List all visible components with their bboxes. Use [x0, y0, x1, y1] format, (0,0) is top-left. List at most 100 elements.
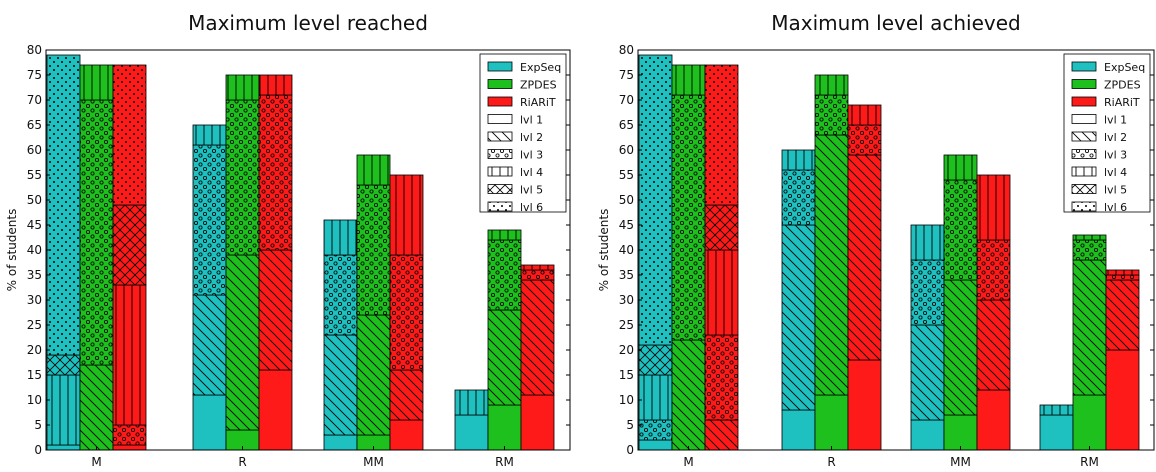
x-tick-label: R — [827, 455, 835, 468]
bar-segment-hatch — [782, 150, 815, 170]
y-tick-label: 55 — [27, 168, 42, 182]
bar-segment — [1105, 349, 1140, 451]
y-tick-label: 10 — [27, 393, 42, 407]
legend-swatch-hatch — [488, 132, 512, 141]
bar-segment-hatch — [357, 315, 390, 435]
bar-segment-hatch — [815, 95, 848, 135]
bar-segment-hatch — [324, 335, 357, 435]
legend-label: lvl 6 — [520, 201, 543, 214]
y-tick-label: 5 — [34, 418, 42, 432]
bar-segment — [638, 439, 673, 451]
bar-segment-hatch — [113, 425, 146, 445]
bar-segment-hatch — [672, 95, 705, 340]
bar-segment — [781, 409, 816, 451]
bar-segment-hatch — [488, 310, 521, 405]
bar-segment-hatch — [977, 300, 1010, 390]
legend-swatch-hatch — [1072, 184, 1096, 194]
bar-segment — [487, 404, 522, 451]
bar-segment-hatch — [390, 370, 423, 420]
legend-label: lvl 1 — [520, 114, 543, 127]
bar-segment-hatch — [80, 100, 113, 365]
bar-segment-hatch — [815, 135, 848, 395]
y-tick-label: 30 — [27, 293, 42, 307]
y-tick-label: 65 — [619, 118, 634, 132]
bar-segment — [814, 394, 849, 451]
legend-swatch-hatch — [488, 184, 512, 194]
bar-segment-hatch — [488, 230, 521, 240]
bar-segment-hatch — [521, 265, 554, 270]
bar-segment — [976, 389, 1011, 451]
y-tick-label: 0 — [626, 443, 634, 457]
y-tick-label: 35 — [27, 268, 42, 282]
chart-panel-2: Maximum level achieved % of students M R MM R… — [597, 11, 1155, 469]
chart-title: Maximum level reached — [188, 11, 428, 35]
y-tick-label: 40 — [619, 243, 634, 257]
bar-segment-hatch — [390, 255, 423, 370]
bar-segment-hatch — [357, 155, 390, 185]
y-tick-label: 20 — [27, 343, 42, 357]
bar-segment-hatch — [521, 280, 554, 395]
legend-swatch — [1071, 114, 1097, 124]
legend-swatch — [487, 96, 513, 107]
bar-segment-hatch — [259, 75, 292, 95]
y-tick-label: 70 — [27, 93, 42, 107]
chart-title: Maximum level achieved — [771, 11, 1020, 35]
x-tick-label: RM — [495, 455, 514, 468]
bar-segment-hatch — [911, 325, 944, 420]
x-tick-label: MM — [363, 455, 384, 468]
bar-segment-hatch — [848, 125, 881, 155]
bar-segment — [46, 444, 81, 451]
bar-segment — [112, 444, 147, 451]
y-tick-label: 70 — [619, 93, 634, 107]
y-tick-label: 60 — [619, 143, 634, 157]
bar-segment-hatch — [1106, 270, 1139, 275]
bar-segment-hatch — [705, 205, 738, 250]
x-tick-label: R — [238, 455, 246, 468]
bar-segment-hatch — [259, 95, 292, 250]
bar-segment-hatch — [815, 75, 848, 95]
bar-segment-hatch — [357, 185, 390, 315]
legend-label: lvl 5 — [520, 184, 543, 197]
bar-segment-hatch — [639, 375, 672, 420]
y-tick-label: 5 — [626, 418, 634, 432]
legend-swatch — [1071, 61, 1097, 72]
legend-label: ExpSeq — [1104, 61, 1145, 74]
bar-segment-hatch — [193, 125, 226, 145]
bar-segment — [1039, 414, 1074, 451]
bar-segment-hatch — [390, 175, 423, 255]
bar-segment-hatch — [1040, 405, 1073, 415]
legend: ExpSeq ZPDES RiARiT lvl 1 lvl 2 lvl 3 lvl 4 lvl… — [479, 53, 567, 214]
bar-segment — [520, 394, 555, 451]
x-tick-label: RM — [1080, 455, 1099, 468]
bar-segment-hatch — [113, 65, 146, 205]
bar-segment-hatch — [782, 170, 815, 225]
bar-segment-hatch — [944, 180, 977, 280]
y-tick-label: 65 — [27, 118, 42, 132]
legend-label: ExpSeq — [520, 61, 561, 74]
bar-segment-hatch — [944, 155, 977, 180]
bar-segment-hatch — [705, 250, 738, 335]
bar-segment-hatch — [80, 65, 113, 100]
bar-segment — [323, 434, 358, 451]
legend-swatch-hatch — [488, 149, 512, 159]
y-tick-label: 0 — [34, 443, 42, 457]
legend-label: lvl 2 — [1104, 131, 1127, 144]
legend-label: ZPDES — [520, 79, 557, 92]
legend-swatch — [487, 114, 513, 124]
legend-label: lvl 3 — [1104, 149, 1127, 162]
legend-swatch — [487, 79, 513, 89]
axes-frame — [637, 49, 1155, 451]
y-tick-label: 75 — [619, 68, 634, 82]
bar-segment-hatch — [193, 145, 226, 295]
legend-label: lvl 4 — [520, 166, 543, 179]
bar-segment-hatch — [226, 255, 259, 430]
y-axis-label: % of students — [597, 209, 611, 292]
y-tick-label: 55 — [619, 168, 634, 182]
x-tick-label: M — [683, 455, 693, 468]
bar-segment — [943, 414, 978, 451]
legend-label: lvl 2 — [520, 131, 543, 144]
bar-segment — [847, 359, 882, 451]
bar-segment-hatch — [324, 255, 357, 335]
x-tick-label: M — [91, 455, 101, 468]
